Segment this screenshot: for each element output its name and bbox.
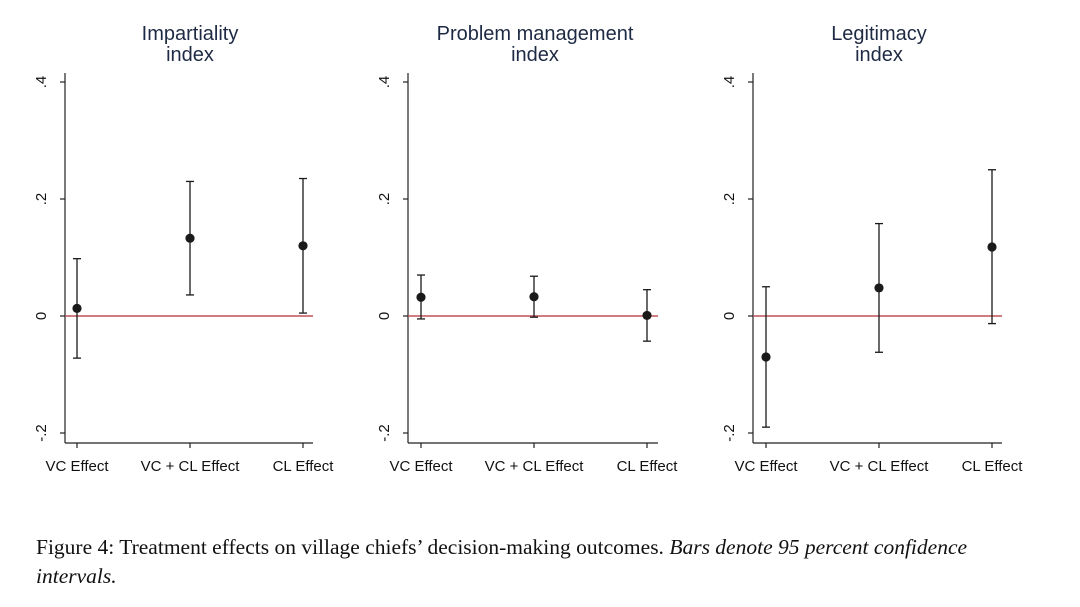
caption-note: Bars denote 95 percent confidence interv… (36, 535, 968, 588)
panel-2-point-estimate-3 (642, 310, 652, 321)
panel-1-point-estimate-1 (72, 303, 82, 313)
panel-2-x-tick-label-1: VC Effect (389, 458, 453, 475)
panel-3-x-tick-label-1: VC Effect (734, 458, 798, 475)
panel-1-y-tick-label-1: -.2 (33, 424, 50, 442)
panel-1-point-estimate-2 (185, 233, 195, 243)
panel-2-y-tick-label-4: .4 (376, 76, 393, 89)
panel-1-x-tick-label-3: CL Effect (273, 458, 335, 475)
caption-main: Figure 4: Treatment effects on village c… (36, 535, 670, 559)
panel-1-y-tick-label-2: 0 (33, 312, 50, 320)
figure-caption: Figure 4: Treatment effects on village c… (36, 533, 1046, 591)
panel-3-title-line-1: Legitimacy (831, 23, 927, 45)
panel-2-title-line-2: index (511, 44, 559, 66)
panel-3-point-estimate-3 (987, 242, 997, 252)
panel-2-point-estimate-2 (529, 292, 539, 302)
panel-2-x-tick-label-3: CL Effect (617, 458, 679, 475)
panel-3-title-line-2: index (855, 44, 903, 66)
panel-2-y-tick-label-3: .2 (376, 193, 393, 206)
panel-1-y-tick-label-3: .2 (33, 193, 50, 206)
panel-3-x-tick-label-3: CL Effect (962, 458, 1024, 475)
panel-2-y-tick-label-1: -.2 (376, 424, 393, 442)
panel-3-x-tick-label-2: VC + CL Effect (830, 458, 930, 475)
panel-2-point-estimate-1 (416, 292, 426, 302)
panel-1-x-tick-label-1: VC Effect (45, 458, 109, 475)
panel-2-y-tick-label-2: 0 (376, 312, 393, 320)
panel-3-y-tick-label-3: .2 (721, 193, 738, 206)
panel-2-title-line-1: Problem management (437, 23, 634, 45)
panel-2-x-tick-label-2: VC + CL Effect (485, 458, 585, 475)
panel-3-y-tick-label-1: -.2 (721, 424, 738, 442)
panel-3-y-tick-label-4: .4 (721, 76, 738, 89)
panel-1-point-estimate-3 (298, 241, 308, 251)
panel-3-y-tick-label-2: 0 (721, 312, 738, 320)
panel-1-x-tick-label-2: VC + CL Effect (141, 458, 241, 475)
panel-3-point-estimate-2 (874, 283, 884, 293)
panel-1-title-line-1: Impartiality (142, 23, 239, 45)
panel-1-y-tick-label-4: .4 (33, 76, 50, 89)
panel-3-point-estimate-1 (761, 352, 771, 362)
panel-1-title-line-2: index (166, 44, 214, 66)
